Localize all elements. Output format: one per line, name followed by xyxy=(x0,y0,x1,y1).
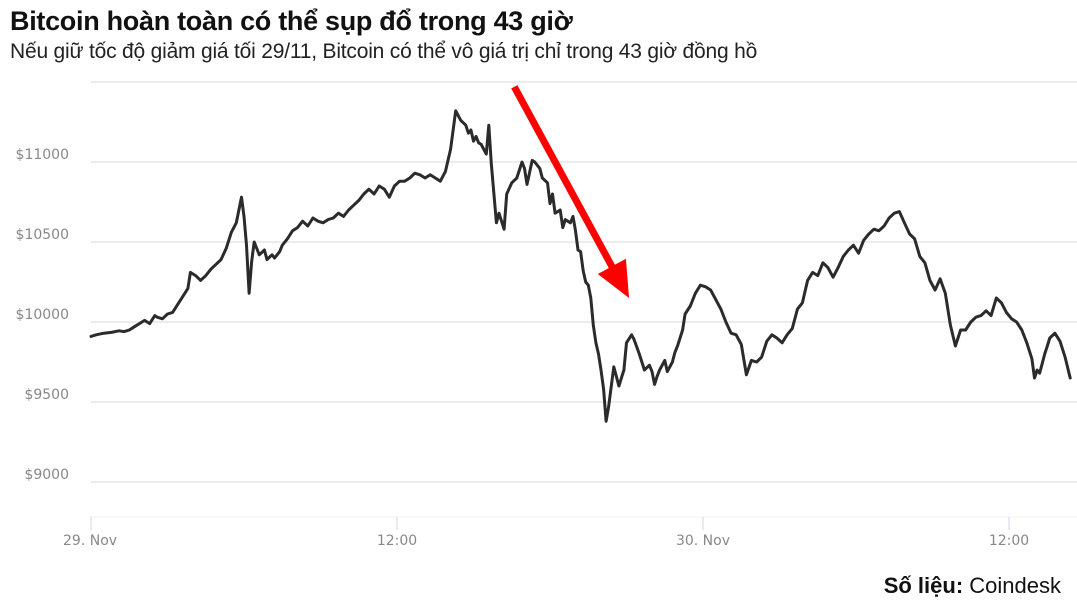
source-value: Coindesk xyxy=(969,573,1061,598)
svg-text:12:00: 12:00 xyxy=(377,533,417,549)
chart-title: Bitcoin hoàn toàn có thể sụp đổ trong 43… xyxy=(10,6,573,36)
svg-text:30. Nov: 30. Nov xyxy=(676,533,730,549)
gridlines xyxy=(91,81,1077,518)
price-line xyxy=(89,109,1072,423)
svg-text:$10500: $10500 xyxy=(16,227,69,243)
svg-text:$9500: $9500 xyxy=(24,387,69,403)
svg-text:$9000: $9000 xyxy=(24,467,69,483)
chart-subtitle: Nếu giữ tốc độ giảm giá tối 29/11, Bitco… xyxy=(10,40,758,63)
data-source: Số liệu: Coindesk xyxy=(884,573,1061,599)
svg-text:12:00: 12:00 xyxy=(989,533,1029,549)
svg-text:29. Nov: 29. Nov xyxy=(63,533,117,549)
down-arrow-icon xyxy=(511,85,630,298)
svg-text:$11000: $11000 xyxy=(16,147,69,163)
y-axis-ticks: $9000 $9500 $10000 $10500 $11000 xyxy=(16,147,69,483)
svg-text:$10000: $10000 xyxy=(16,307,69,323)
x-axis-ticks: 29. Nov 12:00 30. Nov 12:00 xyxy=(63,517,1029,549)
source-label: Số liệu: xyxy=(883,573,964,598)
